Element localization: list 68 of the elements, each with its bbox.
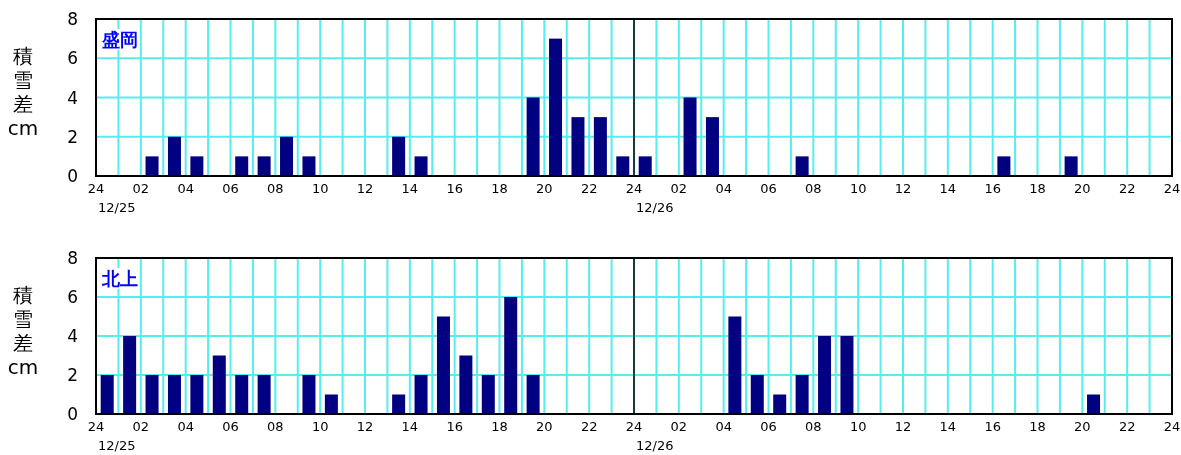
x-tick-label: 08: [267, 419, 284, 434]
x-tick-label: 18: [1029, 419, 1046, 434]
x-tick-label: 24: [1163, 181, 1181, 196]
x-tick-label: 12: [894, 181, 912, 196]
x-tick-label: 24: [1163, 419, 1181, 434]
x-tick-label: 20: [536, 181, 553, 196]
x-tick-label: 06: [222, 419, 239, 434]
y-tick-label: 8: [67, 248, 78, 268]
x-tick-label: 16: [446, 419, 463, 434]
x-tick-label: 20: [536, 419, 553, 434]
x-tick-label: 14: [401, 419, 419, 434]
text: 12/25: [98, 438, 136, 453]
x-tick-label: 24: [625, 181, 643, 196]
x-tick-label: 20: [1074, 419, 1091, 434]
x-tick-label: 02: [670, 181, 688, 196]
x-tick-label: 02: [670, 419, 688, 434]
y-tick-label: 6: [67, 287, 78, 307]
x-tick-label: 12: [356, 181, 374, 196]
x-tick-label: 16: [446, 181, 463, 196]
x-tick-label: 06: [760, 419, 777, 434]
x-tick-label: 06: [222, 181, 239, 196]
y-tick-label: 6: [67, 48, 78, 69]
x-tick-label: 08: [267, 181, 284, 196]
x-tick-label: 22: [580, 419, 598, 434]
y-tick-label: 2: [67, 365, 78, 385]
y-tick-label: 2: [67, 126, 78, 147]
y-tick-label: 0: [67, 404, 78, 424]
x-tick-label: 14: [939, 181, 957, 196]
x-tick-label: 22: [580, 181, 598, 196]
text: 12/26: [636, 200, 674, 215]
x-tick-label: 04: [715, 181, 732, 196]
text: 盛岡: [101, 29, 138, 50]
x-tick-label: 10: [849, 181, 867, 196]
x-tick-label: 02: [132, 181, 150, 196]
x-tick-label: 10: [849, 419, 867, 434]
text: 北上: [101, 268, 138, 289]
x-tick-label: 14: [401, 181, 419, 196]
x-tick-label: 10: [311, 419, 329, 434]
x-tick-label: 20: [1074, 181, 1091, 196]
y-axis-title: 積雪差cm: [7, 44, 39, 140]
x-tick-label: 22: [1118, 419, 1136, 434]
x-tick-label: 08: [805, 181, 822, 196]
x-tick-label: 12: [894, 419, 912, 434]
x-tick-label: 08: [805, 419, 822, 434]
x-tick-label: 10: [311, 181, 329, 196]
text: 12/26: [636, 438, 674, 453]
x-tick-label: 24: [87, 419, 105, 434]
y-tick-label: 4: [67, 87, 78, 108]
x-tick-label: 16: [984, 419, 1001, 434]
x-tick-label: 04: [177, 419, 194, 434]
x-tick-label: 02: [132, 419, 150, 434]
x-tick-label: 22: [1118, 181, 1136, 196]
y-tick-label: 8: [67, 9, 78, 29]
x-tick-label: 24: [87, 181, 105, 196]
x-tick-label: 18: [1029, 181, 1046, 196]
x-tick-label: 24: [625, 419, 643, 434]
x-tick-label: 04: [177, 181, 194, 196]
y-axis-title: 積雪差cm: [7, 283, 39, 379]
x-tick-label: 12: [356, 419, 374, 434]
x-tick-label: 04: [715, 419, 732, 434]
x-tick-label: 06: [760, 181, 777, 196]
text: 12/25: [98, 200, 136, 215]
x-tick-label: 16: [984, 181, 1001, 196]
x-tick-label: 18: [491, 419, 508, 434]
x-tick-label: 14: [939, 419, 957, 434]
x-tick-label: 18: [491, 181, 508, 196]
y-tick-label: 0: [67, 166, 78, 186]
y-tick-label: 4: [67, 326, 78, 346]
